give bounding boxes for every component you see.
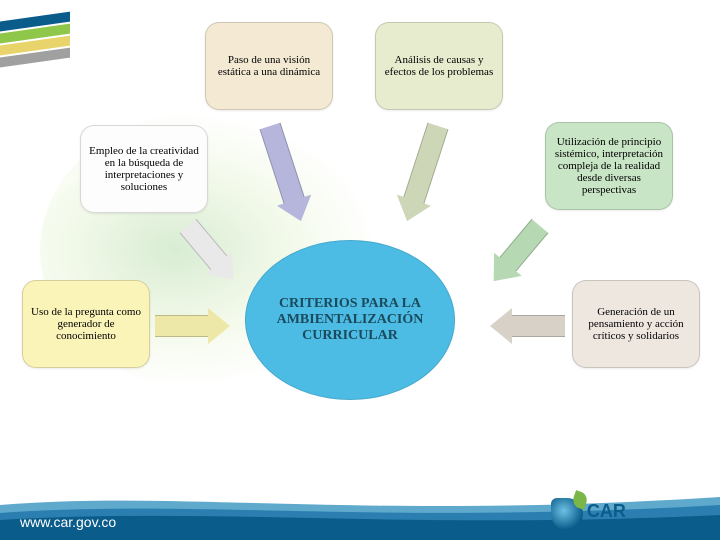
arrow-shaft (403, 123, 449, 206)
node-n4: Utilización de principio sistémico, inte… (545, 122, 673, 210)
center-node: CRITERIOS PARA LA AMBIENTALIZACIÓN CURRI… (245, 240, 455, 400)
arrow-n2 (403, 123, 449, 206)
arrow-n5 (155, 315, 210, 337)
footer-url: www.car.gov.co (20, 514, 116, 530)
node-n6: Generación de un pensamiento y acción cr… (572, 280, 700, 368)
node-n2: Análisis de causas y efectos de los prob… (375, 22, 503, 110)
logo-icon (551, 498, 583, 530)
node-label: Paso de una visión estática a una dinámi… (214, 54, 324, 78)
footer-logo: CAR Corporación Autónoma Regional de Cun… (551, 498, 700, 530)
arrow-n4 (498, 219, 548, 273)
criteria-diagram: CRITERIOS PARA LA AMBIENTALIZACIÓN CURRI… (0, 0, 720, 470)
arrow-n3 (180, 219, 229, 271)
logo-subtitle: Corporación Autónoma Regional de Cundina… (587, 522, 700, 528)
node-n5: Uso de la pregunta como generador de con… (22, 280, 150, 368)
node-n3: Empleo de la creatividad en la búsqueda … (80, 125, 208, 213)
node-label: Utilización de principio sistémico, inte… (554, 136, 664, 196)
arrow-shaft (155, 315, 210, 337)
arrow-shaft (260, 123, 306, 206)
footer: www.car.gov.co CAR Corporación Autónoma … (0, 480, 720, 540)
node-label: Uso de la pregunta como generador de con… (31, 306, 141, 342)
arrow-n6 (510, 315, 565, 337)
node-n1: Paso de una visión estática a una dinámi… (205, 22, 333, 110)
center-label: CRITERIOS PARA LA AMBIENTALIZACIÓN CURRI… (266, 296, 434, 344)
logo-text: CAR (587, 501, 700, 522)
arrow-head (208, 308, 230, 344)
arrow-n1 (260, 123, 306, 206)
arrow-head (490, 308, 512, 344)
node-label: Generación de un pensamiento y acción cr… (581, 306, 691, 342)
node-label: Análisis de causas y efectos de los prob… (384, 54, 494, 78)
arrow-shaft (510, 315, 565, 337)
node-label: Empleo de la creatividad en la búsqueda … (89, 145, 199, 193)
